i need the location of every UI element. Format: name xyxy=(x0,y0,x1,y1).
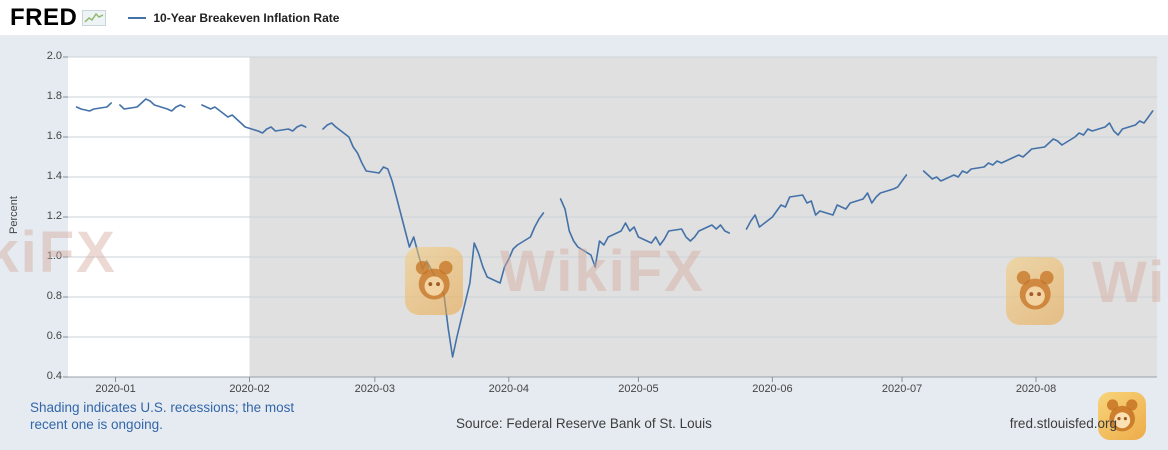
series-legend: 10-Year Breakeven Inflation Rate xyxy=(128,11,339,25)
wikifx-panda-logo-icon xyxy=(405,247,463,315)
panda-icon xyxy=(1016,270,1054,310)
y-tick-label: 1.8 xyxy=(46,90,62,102)
x-tick-label: 2020-05 xyxy=(618,383,659,395)
x-tick-label: 2020-01 xyxy=(95,383,136,395)
x-tick-label: 2020-08 xyxy=(1015,383,1057,395)
y-tick-label: 1.6 xyxy=(46,130,62,142)
panda-icon xyxy=(1106,399,1138,432)
wikifx-watermark-text-right: WikiFX xyxy=(1092,250,1168,315)
source-text: Source: Federal Reserve Bank of St. Loui… xyxy=(456,416,712,431)
recession-note-line1: Shading indicates U.S. recessions; the m… xyxy=(30,400,295,415)
x-tick-label: 2020-06 xyxy=(752,383,793,395)
chart-header: FRED 10-Year Breakeven Inflation Rate xyxy=(0,0,1168,36)
y-tick-label: 1.0 xyxy=(46,250,62,262)
recession-note-line2: recent one is ongoing. xyxy=(30,417,163,432)
y-tick-label: 1.2 xyxy=(46,210,62,222)
y-tick-label: 0.4 xyxy=(46,370,62,382)
fred-logo[interactable]: FRED xyxy=(10,3,107,31)
legend-label: 10-Year Breakeven Inflation Rate xyxy=(153,10,340,25)
wikifx-panda-logo-icon xyxy=(1098,392,1146,440)
legend-line-swatch xyxy=(128,16,147,19)
wikifx-panda-logo-icon xyxy=(1006,257,1064,325)
y-tick-label: 0.8 xyxy=(46,290,62,302)
y-tick-label: 2.0 xyxy=(46,50,62,62)
fred-sparkline-icon xyxy=(82,9,107,26)
x-tick-label: 2020-03 xyxy=(354,383,395,395)
panda-icon xyxy=(415,260,453,300)
fred-site-link[interactable]: fred.stlouisfed.org xyxy=(1009,416,1117,431)
wikifx-watermark-text-left: WikiFX xyxy=(0,220,117,285)
x-tick-label: 2020-07 xyxy=(881,383,923,395)
x-tick-label: 2020-04 xyxy=(488,383,529,395)
fred-logo-text: FRED xyxy=(10,3,78,31)
wikifx-watermark-text-center: WikiFX xyxy=(500,239,705,304)
y-tick-label: 1.4 xyxy=(46,170,62,182)
recession-note: Shading indicates U.S. recessions; the m… xyxy=(30,399,294,433)
y-tick-label: 0.6 xyxy=(46,330,62,342)
x-tick-label: 2020-02 xyxy=(229,383,270,395)
